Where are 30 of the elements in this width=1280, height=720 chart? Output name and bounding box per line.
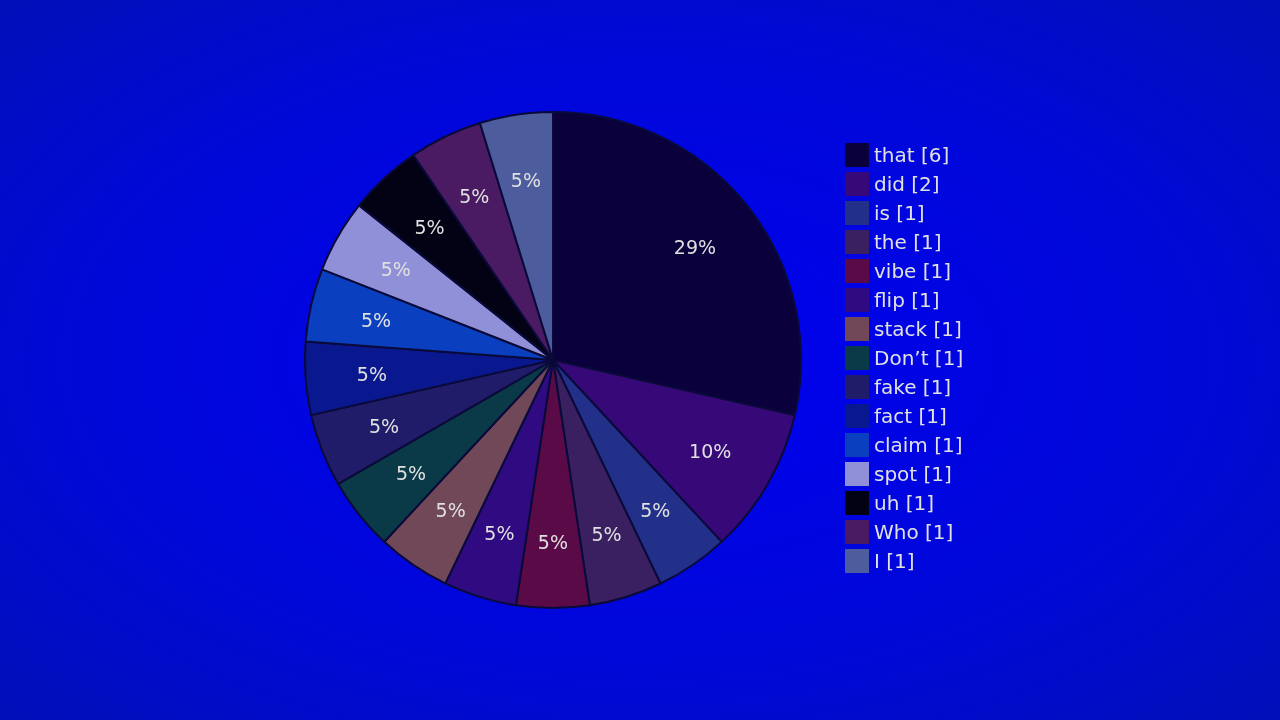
legend-label: fact [1] [874,404,947,428]
data-label: 5% [537,530,569,553]
legend-label: I [1] [874,549,915,573]
legend-label: Don’t [1] [874,346,964,370]
legend-label: claim [1] [874,433,963,457]
data-label: 5% [591,522,622,545]
data-label: 10% [689,439,732,462]
legend-label: stack [1] [874,317,962,341]
data-label: 5% [484,522,515,545]
legend-label: that [6] [874,143,950,167]
legend-label: spot [1] [874,462,952,486]
legend-label: fake [1] [874,375,952,399]
legend-label: Who [1] [874,520,954,544]
legend-label: the [1] [874,230,942,254]
data-label: 5% [435,498,466,521]
legend-label: did [2] [874,172,940,196]
legend-label: is [1] [874,201,925,225]
data-label: 5% [414,215,445,238]
data-label: 29% [673,235,717,258]
data-label: 5% [459,185,490,208]
data-label: 5% [368,415,400,438]
data-label: 5% [510,169,542,192]
legend-label: uh [1] [874,491,935,515]
data-label: 5% [356,362,388,385]
legend-label: vibe [1] [874,259,952,283]
data-label: 5% [395,462,427,485]
data-label: 5% [380,258,411,281]
data-label: 5% [640,499,671,522]
legend-label: flip [1] [874,288,940,312]
data-label: 5% [360,308,392,331]
